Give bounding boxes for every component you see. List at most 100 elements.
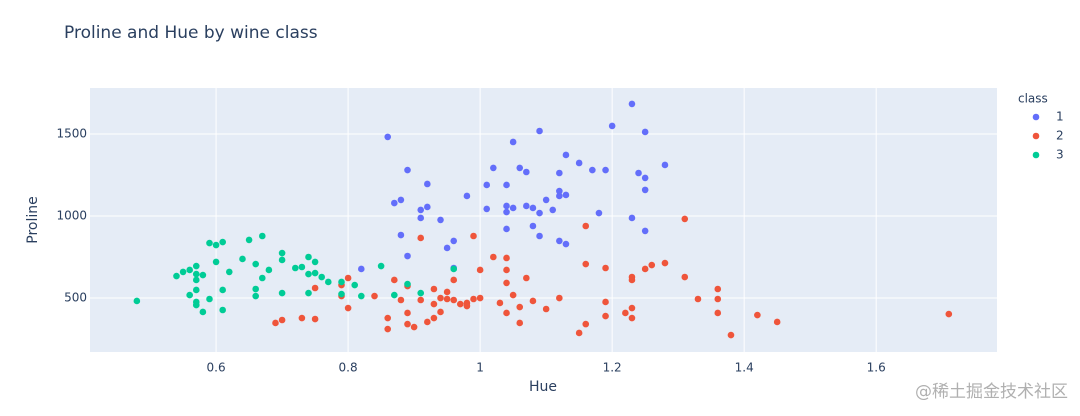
point: [529, 222, 537, 230]
point: [199, 308, 207, 316]
point: [556, 192, 563, 200]
point: [575, 159, 583, 167]
point: [430, 285, 438, 293]
point: [212, 258, 220, 266]
point: [377, 262, 385, 270]
x-tick-label: 0.6: [207, 361, 226, 375]
point: [536, 232, 543, 240]
legend-label: 1: [1056, 110, 1064, 124]
point: [463, 192, 471, 200]
point: [490, 253, 497, 261]
point: [595, 209, 603, 217]
point: [503, 181, 510, 189]
point: [608, 122, 616, 130]
point: [443, 288, 451, 296]
point: [628, 276, 636, 284]
point: [239, 255, 246, 263]
point: [661, 259, 669, 267]
point: [417, 296, 425, 304]
x-tick-label: 1.6: [867, 361, 886, 375]
point: [516, 319, 524, 327]
watermark: @稀土掘金技术社区: [915, 382, 1068, 402]
point: [358, 292, 365, 300]
point: [635, 169, 642, 177]
point: [628, 214, 636, 222]
y-tick-label: 500: [64, 291, 87, 305]
point: [714, 285, 722, 293]
point: [503, 266, 510, 274]
point: [192, 301, 200, 309]
point: [450, 237, 458, 245]
point: [754, 311, 761, 319]
point: [298, 263, 306, 271]
point: [397, 296, 405, 304]
point: [562, 151, 570, 159]
point: [278, 289, 286, 297]
point: [384, 314, 392, 322]
point: [628, 100, 636, 108]
point: [575, 329, 583, 337]
legend-title: class: [1018, 92, 1048, 106]
point: [291, 264, 299, 272]
point: [503, 309, 510, 317]
point: [476, 294, 484, 302]
point: [404, 280, 411, 288]
point: [602, 312, 609, 320]
point: [344, 274, 352, 282]
point: [186, 266, 193, 274]
point: [589, 166, 596, 174]
point: [371, 292, 378, 300]
legend-label: 2: [1056, 129, 1064, 143]
point: [503, 202, 510, 210]
point: [516, 164, 524, 172]
point: [391, 276, 398, 284]
point: [457, 300, 464, 308]
x-tick-label: 1: [476, 361, 484, 375]
point: [602, 166, 609, 174]
point: [641, 265, 649, 273]
point: [714, 309, 722, 317]
y-tick-label: 1500: [56, 126, 87, 140]
point: [278, 316, 286, 324]
point: [219, 306, 226, 314]
point: [523, 274, 530, 282]
point: [192, 270, 200, 278]
point: [424, 203, 431, 211]
point: [344, 304, 352, 312]
legend-marker: [1032, 151, 1040, 159]
point: [523, 202, 530, 210]
point: [417, 214, 425, 222]
point: [556, 187, 563, 195]
point: [278, 249, 286, 257]
point: [278, 256, 286, 264]
point: [173, 272, 180, 280]
point: [536, 127, 543, 135]
point: [582, 260, 590, 268]
point: [305, 270, 312, 278]
legend-label: 3: [1056, 148, 1064, 162]
point: [311, 284, 319, 292]
point: [582, 222, 590, 230]
point: [252, 285, 259, 293]
point: [509, 204, 517, 212]
point: [358, 265, 365, 273]
point: [503, 225, 510, 233]
point: [219, 238, 226, 246]
point: [509, 291, 517, 299]
point: [325, 278, 332, 286]
point: [417, 234, 425, 242]
point: [430, 300, 438, 308]
point: [186, 291, 193, 299]
point: [490, 164, 497, 172]
point: [311, 258, 319, 266]
point: [727, 331, 735, 339]
point: [556, 294, 563, 302]
point: [476, 266, 484, 274]
point: [391, 291, 398, 299]
point: [503, 208, 510, 216]
point: [133, 297, 141, 305]
point: [463, 302, 471, 310]
point: [483, 181, 491, 189]
point: [404, 320, 411, 328]
point: [556, 169, 563, 177]
